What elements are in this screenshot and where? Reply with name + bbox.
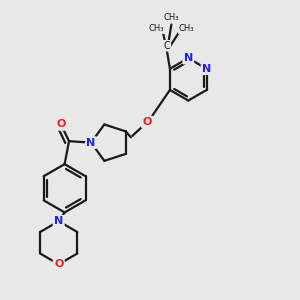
Text: N: N: [202, 64, 211, 74]
Text: C: C: [164, 41, 170, 51]
Text: CH₃: CH₃: [149, 25, 164, 34]
Text: O: O: [54, 259, 63, 269]
Text: N: N: [86, 138, 96, 148]
Text: O: O: [142, 117, 152, 127]
Text: O: O: [57, 119, 66, 129]
Text: N: N: [184, 53, 193, 63]
Text: N: N: [54, 216, 63, 226]
Text: CH₃: CH₃: [164, 13, 179, 22]
Text: CH₃: CH₃: [178, 25, 194, 34]
